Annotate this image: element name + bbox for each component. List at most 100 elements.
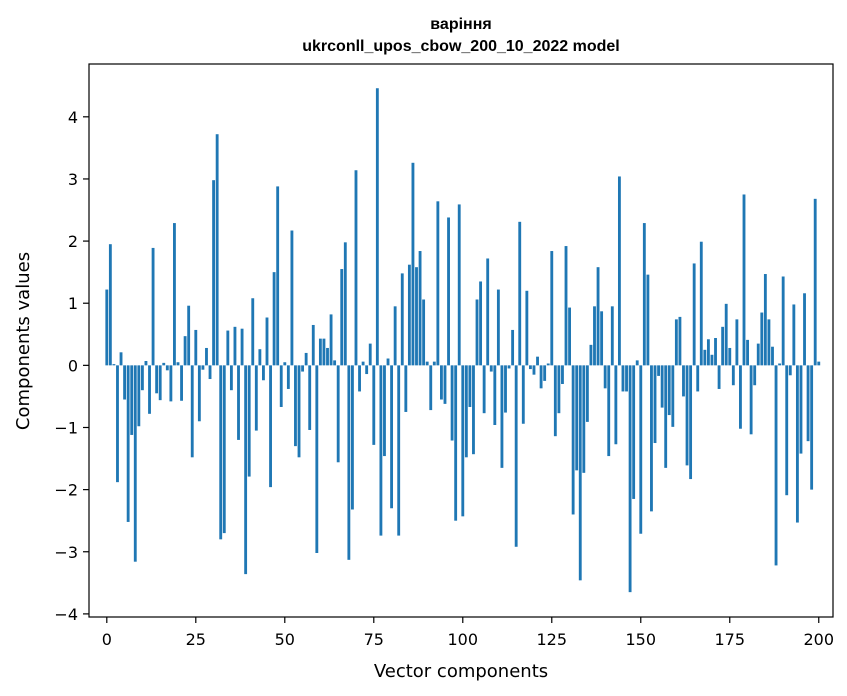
bar-157 [664, 365, 668, 468]
bar-199 [813, 198, 817, 366]
bar-49 [279, 365, 283, 407]
bar-43 [258, 349, 262, 366]
bar-0 [105, 289, 109, 366]
bar-171 [714, 338, 717, 366]
bar-125 [550, 251, 554, 366]
y-axis-ticks: −4 −3 −2 −1 0 1 2 3 4 [54, 108, 89, 624]
bar-105 [479, 281, 483, 366]
x-tick-label: 0 [102, 630, 112, 649]
bar-193 [792, 304, 796, 366]
bar-44 [262, 365, 265, 381]
bar-111 [500, 365, 504, 468]
bar-16 [162, 362, 166, 366]
x-tick-label: 200 [803, 630, 834, 649]
bar-142 [610, 306, 614, 366]
bar-87 [415, 267, 418, 366]
bar-109 [493, 365, 497, 425]
bar-195 [799, 365, 803, 454]
x-tick-label: 75 [364, 630, 384, 649]
bar-183 [756, 343, 760, 366]
bar-2 [112, 364, 116, 366]
bar-148 [632, 365, 636, 499]
bar-8 [133, 365, 137, 562]
bar-147 [628, 365, 632, 593]
bar-74 [368, 343, 372, 366]
bar-107 [486, 258, 490, 366]
bar-32 [219, 365, 223, 540]
bar-81 [393, 306, 397, 366]
bar-187 [771, 346, 774, 366]
bar-14 [155, 365, 159, 394]
bar-135 [585, 365, 589, 422]
bar-66 [340, 269, 344, 366]
bar-20 [176, 362, 180, 366]
bar-52 [290, 230, 294, 366]
bar-161 [678, 316, 682, 366]
bar-149 [635, 360, 639, 366]
bar-191 [785, 365, 789, 496]
bar-72 [361, 361, 365, 366]
x-tick-label: 125 [537, 630, 568, 649]
bar-90 [425, 361, 429, 366]
bar-124 [546, 363, 550, 366]
bar-34 [226, 330, 230, 366]
bar-197 [806, 365, 810, 442]
bar-112 [504, 365, 507, 413]
bar-83 [400, 273, 404, 366]
bar-101 [464, 365, 468, 458]
bar-181 [749, 365, 753, 435]
bar-23 [187, 305, 191, 366]
bar-40 [247, 365, 251, 477]
bar-200 [817, 361, 821, 366]
bar-56 [304, 352, 308, 366]
bar-160 [674, 319, 678, 366]
bar-76 [375, 88, 379, 366]
bar-182 [753, 365, 757, 386]
bar-10 [140, 365, 144, 391]
bar-12 [148, 365, 151, 414]
bar-22 [183, 336, 187, 366]
bar-137 [593, 306, 596, 366]
bar-94 [440, 365, 443, 400]
bar-11 [144, 361, 148, 366]
bar-5 [123, 365, 127, 400]
bar-63 [329, 314, 333, 366]
bar-86 [411, 162, 415, 366]
bar-93 [436, 201, 440, 366]
bar-45 [265, 317, 269, 366]
bar-25 [194, 329, 198, 366]
bar-47 [272, 272, 276, 366]
bar-65 [336, 365, 340, 463]
bar-41 [251, 298, 255, 366]
bar-172 [717, 365, 721, 389]
chart-title-line-2: ukrconll_upos_cbow_200_10_2022 model [302, 38, 619, 55]
bar-28 [205, 347, 208, 366]
bar-85 [407, 264, 411, 366]
bar-13 [151, 247, 155, 366]
x-axis-label: Vector components [374, 661, 548, 682]
bar-108 [489, 365, 493, 372]
bar-70 [354, 170, 358, 366]
bar-146 [625, 365, 628, 392]
bar-67 [343, 242, 347, 366]
y-tick-label: −3 [54, 543, 78, 562]
bar-75 [372, 365, 376, 445]
y-tick-label: −1 [54, 418, 78, 437]
bar-54 [297, 365, 301, 458]
bar-190 [781, 276, 785, 366]
bar-119 [528, 365, 532, 370]
bar-130 [568, 307, 571, 366]
bar-1 [108, 244, 112, 366]
bar-18 [169, 365, 173, 402]
bar-166 [696, 365, 700, 392]
bar-50 [283, 362, 287, 366]
bar-100 [461, 365, 465, 517]
bar-57 [308, 365, 312, 430]
bar-19 [173, 223, 176, 366]
bar-164 [689, 365, 693, 480]
bar-117 [521, 365, 525, 424]
bar-158 [667, 365, 671, 416]
bar-179 [742, 194, 746, 366]
bar-144 [617, 176, 621, 366]
bar-7 [130, 365, 134, 435]
